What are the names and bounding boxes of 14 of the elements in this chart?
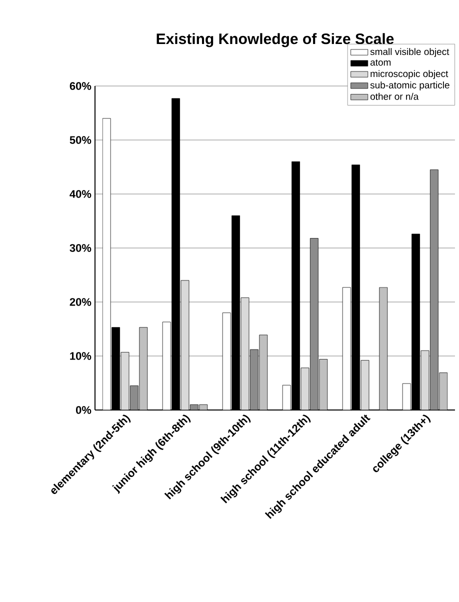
y-tick-label: 60% <box>70 82 92 90</box>
bar <box>130 386 138 410</box>
legend-label: other or n/a <box>370 92 419 100</box>
legend-label: microscopic object <box>370 70 448 79</box>
y-tick-label: 0% <box>76 406 92 414</box>
legend-label: sub-atomic particle <box>370 81 450 90</box>
legend-label: small visible object <box>370 48 450 57</box>
y-tick-label: 20% <box>70 298 92 306</box>
chart-title: Existing Knowledge of Size Scale <box>156 33 394 48</box>
legend-label: atom <box>370 59 391 66</box>
y-tick-label: 10% <box>70 352 92 360</box>
y-tick-label: 50% <box>70 136 92 144</box>
y-tick-label: 30% <box>70 244 92 252</box>
y-tick-label: 40% <box>70 190 92 198</box>
